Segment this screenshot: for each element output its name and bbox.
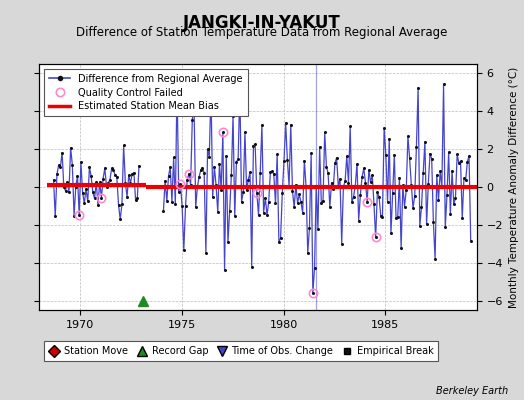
Legend: Difference from Regional Average, Quality Control Failed, Estimated Station Mean: Difference from Regional Average, Qualit… bbox=[44, 69, 247, 116]
Text: Difference of Station Temperature Data from Regional Average: Difference of Station Temperature Data f… bbox=[77, 26, 447, 39]
Text: Berkeley Earth: Berkeley Earth bbox=[436, 386, 508, 396]
Legend: Station Move, Record Gap, Time of Obs. Change, Empirical Break: Station Move, Record Gap, Time of Obs. C… bbox=[44, 342, 438, 361]
Text: JANGKI-IN-YAKUT: JANGKI-IN-YAKUT bbox=[183, 14, 341, 32]
Y-axis label: Monthly Temperature Anomaly Difference (°C): Monthly Temperature Anomaly Difference (… bbox=[509, 66, 519, 308]
